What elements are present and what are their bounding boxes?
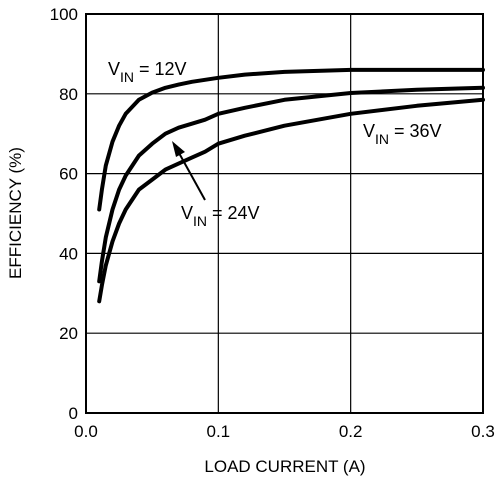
x-axis-label: LOAD CURRENT (A) [204,457,365,476]
y-tick-label: 20 [59,324,78,343]
y-axis-label: EFFICIENCY (%) [6,147,25,279]
annotation-arrowhead [172,141,185,157]
x-tick-label: 0.2 [339,422,363,441]
annotation-arrow-shaft [178,152,206,201]
y-tick-label: 100 [50,5,78,24]
series-label-vin-12v: VIN = 12V [108,59,187,85]
series-line-2 [97,97,485,304]
series-line-1 [97,85,485,284]
y-tick-label: 40 [59,244,78,263]
x-tick-label: 0.1 [207,422,231,441]
series-line-0 [97,67,485,212]
y-tick-label: 60 [59,165,78,184]
x-tick-label: 0.3 [471,422,495,441]
tick-labels: 0.0 0.1 0.2 0.3 0 20 40 60 80 100 [50,5,495,441]
y-tick-label: 0 [69,404,78,423]
series-lines [97,67,485,304]
y-tick-label: 80 [59,85,78,104]
plot-frame [85,13,484,414]
series-label-vin-36v: VIN = 36V [363,121,442,147]
series-label-vin-24v: VIN = 24V [181,203,260,229]
x-tick-label: 0.0 [74,422,98,441]
